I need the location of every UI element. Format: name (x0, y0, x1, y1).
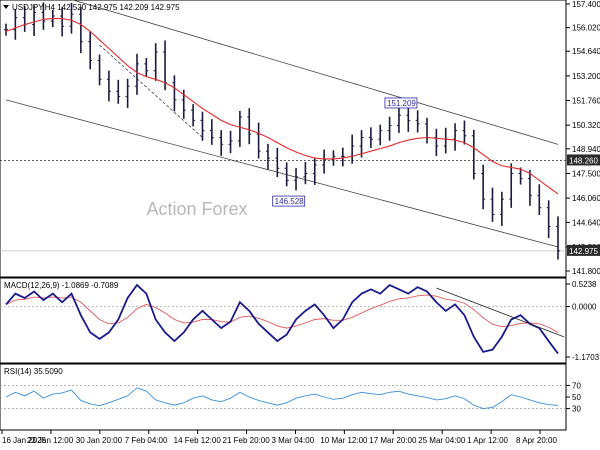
x-tick-label: 8 Apr 20:00 (516, 436, 557, 445)
rsi-y-tick-label: 30 (572, 405, 581, 414)
moving-average-line (5, 17, 559, 195)
y-tick-label: 148.940 (572, 145, 600, 154)
macd-line (5, 283, 559, 355)
channel-upper-line (71, 0, 559, 145)
watermark: Action Forex (146, 199, 247, 219)
y-tick-label: 144.640 (572, 218, 600, 227)
rsi-panel: 70 50 30 RSI(14) 35.5090 (0, 363, 581, 431)
channel-lower-line (5, 99, 559, 248)
y-tick-label: 146.060 (572, 194, 600, 203)
macd-plot-area (0, 277, 567, 364)
x-tick-label: 21 Feb 20:00 (223, 436, 271, 445)
y-tick-label: 156.020 (572, 24, 600, 33)
price-annotation-label: 151.209 (387, 99, 416, 108)
x-tick-label: 17 Mar 20:00 (369, 436, 417, 445)
macd-y-tick-label: 0.0000 (572, 303, 597, 312)
macd-trendline (436, 287, 565, 338)
rsi-y-tick-label: 50 (572, 393, 581, 402)
x-tick-label: 25 Mar 04:00 (418, 436, 466, 445)
price-panel: Action Forex 157.400 156.020 154.640 153.200… (0, 0, 600, 278)
current-price-label: 142.975 (569, 247, 598, 256)
price-annotation-box (384, 97, 418, 109)
collapse-arrow-icon (3, 5, 9, 9)
x-tick-label: 16 Jan 2025 (2, 436, 47, 445)
x-tick-label: 7 Feb 04:00 (125, 436, 168, 445)
horizontal-level-tag (567, 154, 600, 166)
x-tick-label: 10 Mar 12:00 (320, 436, 368, 445)
price-plot-area (0, 0, 567, 278)
horizontal-level-label: 148.260 (569, 156, 598, 165)
y-tick-label: 151.760 (572, 97, 600, 106)
rsi-line (5, 387, 559, 410)
macd-signal-line (5, 294, 559, 333)
y-tick-label: 157.400 (572, 0, 600, 9)
y-tick-label: 153.200 (572, 72, 600, 81)
current-price-tag (567, 244, 600, 256)
x-tick-label: 30 Jan 20:00 (76, 436, 123, 445)
channel-dashed-line (99, 44, 203, 138)
x-tick-label: 1 Apr 12:00 (467, 436, 508, 445)
y-tick-label: 154.640 (572, 47, 600, 56)
price-annotation-box (272, 195, 306, 207)
price-annotation-label: 146.528 (275, 197, 304, 206)
y-tick-label: 141.800 (572, 267, 600, 276)
rsi-y-tick-label: 70 (572, 381, 581, 390)
y-tick-label: 147.500 (572, 169, 600, 178)
macd-y-tick-label: 0.5238 (572, 280, 597, 289)
x-tick-label: 3 Mar 04:00 (271, 436, 314, 445)
rsi-title: RSI(14) 35.5090 (4, 367, 63, 376)
macd-panel: 0.5238 0.0000 -1.1703 MACD(12,26,9) -1.0869… (0, 277, 600, 364)
y-tick-label: 150.320 (572, 121, 600, 130)
rsi-plot-area (0, 363, 567, 431)
chart-title: USDJPY,H4 142.520 142.975 142.209 142.97… (12, 3, 180, 12)
macd-y-tick-label: -1.1703 (572, 353, 600, 362)
x-tick-label: 23 Jan 12:00 (27, 436, 74, 445)
macd-title: MACD(12,26,9) -1.0869 -0.7089 (4, 281, 119, 290)
x-tick-label: 14 Feb 12:00 (174, 436, 222, 445)
